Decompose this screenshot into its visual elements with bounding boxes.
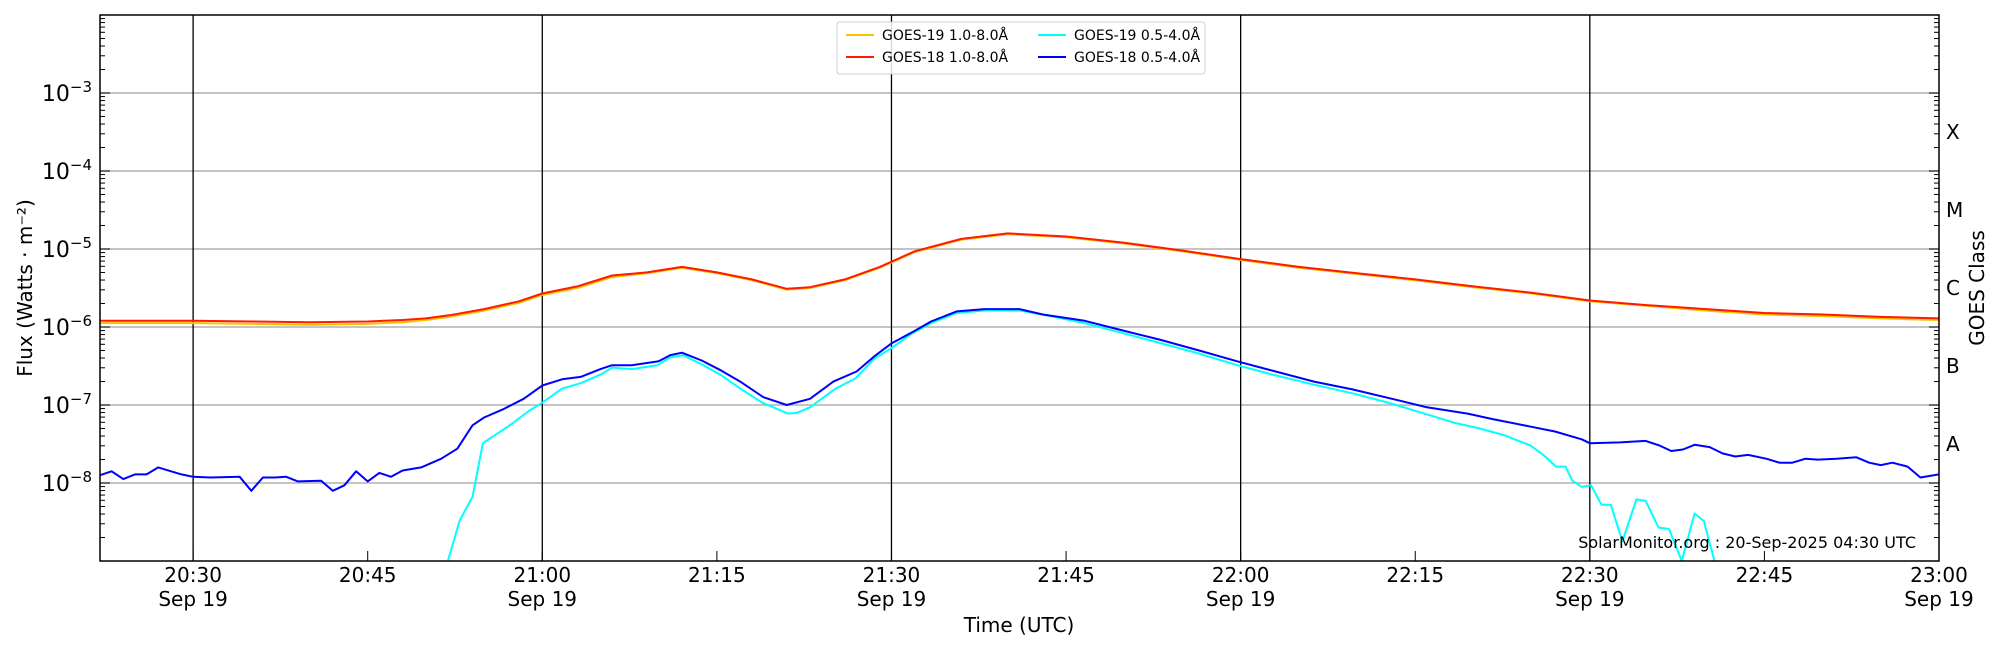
- y-tick-label: 10−6: [42, 312, 92, 341]
- x-tick-time-label: 20:30: [164, 563, 222, 587]
- x-tick-time-label: 21:45: [1037, 563, 1095, 587]
- legend-box: [836, 21, 1206, 75]
- x-axis-label: Time (UTC): [963, 613, 1075, 637]
- x-tick-date-label: Sep 19: [1555, 587, 1625, 611]
- watermark-annotation: SolarMonitor.org : 20-Sep-2025 04:30 UTC: [1578, 533, 1916, 552]
- series-lines: [100, 232, 1939, 561]
- goes-class-label-x: X: [1946, 120, 1960, 144]
- series-line-goes-18-0-5-4-0-: [100, 308, 1939, 492]
- x-tick-time-label: 21:00: [513, 563, 571, 587]
- x-tick-time-label: 22:45: [1736, 563, 1794, 587]
- y-tick-label: 10−4: [42, 156, 92, 185]
- x-tick-time-label: 21:15: [688, 563, 746, 587]
- legend-entry-label: GOES-19 0.5-4.0Å: [1074, 27, 1200, 44]
- gridlines: [100, 92, 1939, 484]
- x-tick-date-label: Sep 19: [508, 587, 578, 611]
- y-tick-label: 10−3: [42, 78, 92, 107]
- y-tick-label: 10−5: [42, 234, 92, 263]
- x-tick-time-label: 21:30: [863, 563, 921, 587]
- y2-axis-label: GOES Class: [1965, 230, 1989, 346]
- goes-class-label-a: A: [1946, 432, 1960, 456]
- goes-class-axis: A B C M X: [1929, 18, 1963, 562]
- y-tick-label: 10−8: [42, 468, 92, 497]
- legend-entry-label: GOES-18 1.0-8.0Å: [882, 49, 1008, 66]
- x-tick-time-label: 23:00: [1910, 563, 1968, 587]
- legend-entry-label: GOES-19 1.0-8.0Å: [882, 27, 1008, 44]
- plot-frame: [99, 14, 1940, 562]
- goes-class-label-b: B: [1946, 354, 1960, 378]
- goes-class-label-c: C: [1946, 276, 1960, 300]
- x-tick-date-label: Sep 19: [158, 587, 228, 611]
- series-line-goes-18-1-0-8-0-: [100, 232, 1939, 324]
- x-tick-time-label: 20:45: [339, 563, 397, 587]
- legend: GOES-19 1.0-8.0Å GOES-18 1.0-8.0Å GOES-19 …: [836, 21, 1206, 75]
- y-axis: 10−8 10−7 10−6 10−5 10−4 10−3: [42, 18, 110, 562]
- y-axis-label: Flux (Watts · m⁻²): [13, 199, 37, 377]
- x-tick-time-label: 22:15: [1386, 563, 1444, 587]
- vertical-time-markers: [192, 15, 1591, 561]
- x-tick-date-label: Sep 19: [1206, 587, 1276, 611]
- goes-class-label-m: M: [1946, 198, 1963, 222]
- series-line-goes-19-0-5-4-0-: [446, 309, 1716, 561]
- x-tick-time-label: 22:00: [1212, 563, 1270, 587]
- x-tick-time-label: 22:30: [1561, 563, 1619, 587]
- plot-area: [100, 232, 1939, 561]
- y-tick-label: 10−7: [42, 390, 92, 419]
- legend-entry-label: GOES-18 0.5-4.0Å: [1074, 49, 1200, 66]
- x-tick-date-label: Sep 19: [1904, 587, 1974, 611]
- x-tick-date-label: Sep 19: [857, 587, 927, 611]
